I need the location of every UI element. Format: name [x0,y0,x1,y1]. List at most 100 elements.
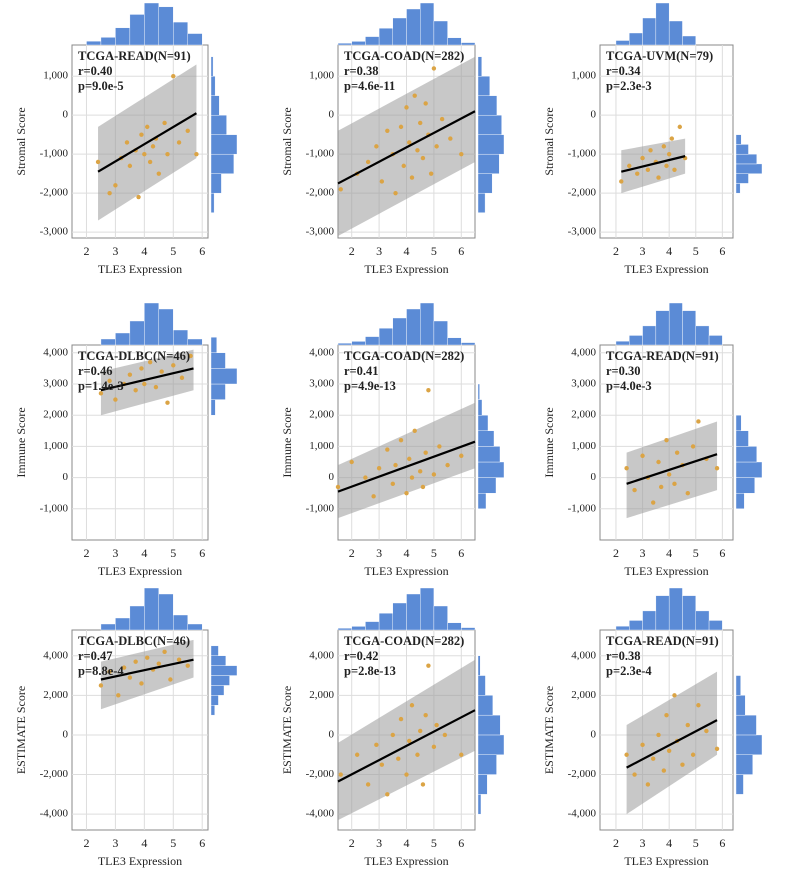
point [677,124,682,130]
right-histogram-bar [735,153,757,165]
y-axis-label: Immune Score [280,407,294,477]
point [165,151,170,157]
y-tick-label: 4,000 [43,649,68,661]
point [185,663,190,668]
right-histogram-bar [210,705,215,716]
point [371,494,376,499]
point [188,353,193,359]
point [390,732,395,738]
point [95,159,101,165]
y-tick-label: -4,000 [568,808,597,820]
point [426,663,431,668]
right-histogram-bar [477,95,498,116]
top-histogram-bar [173,329,188,346]
y-tick-label: -1,000 [568,148,597,160]
top-histogram-bar [158,593,174,631]
y-tick-label: -3,000 [568,226,597,238]
point [680,762,685,767]
point [407,456,412,462]
point [672,693,677,698]
y-tick-label: 4,000 [309,649,334,661]
point [147,359,153,365]
y-tick-label: 3,000 [571,378,596,390]
point [124,140,130,145]
x-tick-label: 4 [666,836,672,850]
point [139,132,144,137]
x-tick-label: 6 [458,836,464,850]
x-tick-label: 6 [719,836,725,850]
top-histogram-bar [337,628,352,631]
point [176,140,182,145]
point [338,187,343,192]
point [428,171,434,176]
right-histogram-bar [210,56,214,77]
top-histogram-bar [392,17,407,46]
point [385,792,390,797]
right-histogram-bar [477,415,489,432]
right-histogram-bar [735,493,745,510]
x-tick-label: 3 [112,836,118,850]
point [656,459,661,465]
y-tick-label: -1,000 [306,148,335,160]
top-histogram-bar [682,310,696,346]
point [404,772,409,777]
point [162,649,167,654]
right-histogram-bar [735,774,744,795]
top-histogram-bar [461,627,476,631]
y-tick-label: -3,000 [306,226,335,238]
point [145,124,150,130]
right-histogram-bar [735,446,757,463]
y-tick-label: -2,000 [306,768,335,780]
point [426,388,431,393]
y-tick-label: 0 [329,471,335,483]
point [127,163,133,169]
point [409,475,415,480]
right-histogram-bar [210,337,217,354]
y-tick-label: 1,000 [43,440,68,452]
x-tick-label: 4 [141,546,147,560]
x-axis-label: TLE3 Expression [98,854,182,868]
point [147,159,153,165]
annotation: TCGA-READ(N=91) [606,634,719,648]
point [661,768,667,773]
x-tick-label: 5 [170,244,176,258]
y-tick-label: 4,000 [43,346,68,358]
annotation: r=0.38 [606,649,641,663]
confidence-band [100,639,194,710]
top-histogram-bar [115,27,131,46]
point [354,752,360,757]
x-axis-label: TLE3 Expression [364,564,448,578]
point [113,183,118,188]
top-histogram-bar [708,335,723,346]
point [439,116,445,122]
point [648,148,653,153]
panel: 2 3 4 5 6 4,000 2,000 0 -2,000 -4,000 TCGA-READ(N=… [542,587,763,868]
point [338,772,343,777]
right-histogram-bar [735,173,749,184]
top-histogram-bar [100,37,116,46]
confidence-band [338,402,475,519]
point [431,744,437,750]
right-histogram-bar [735,675,741,696]
point [423,450,428,455]
right-histogram-bar [477,754,497,775]
right-histogram-bar [210,192,215,213]
x-tick-label: 4 [141,244,147,258]
point [412,428,417,433]
right-histogram-bar [477,56,482,77]
point [632,772,637,777]
point [714,746,720,752]
y-axis-label: ESTIMATE Score [14,686,28,774]
right-histogram-bar [477,794,482,815]
top-histogram-bar [365,36,380,46]
y-tick-label: 0 [63,109,69,121]
x-tick-label: 5 [431,244,437,258]
point [390,481,395,487]
point [420,484,426,490]
point [409,703,415,708]
top-histogram-bar [86,40,102,46]
point [116,693,121,698]
right-histogram-bar [210,383,226,400]
point [459,752,464,757]
